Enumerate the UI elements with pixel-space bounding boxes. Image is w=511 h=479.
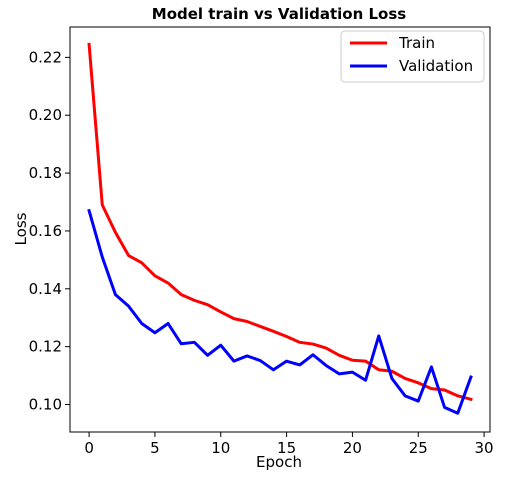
y-tick-label: 0.22 — [29, 48, 62, 66]
y-axis: 0.10 0.12 0.14 0.16 0.18 0.20 0.22 — [29, 48, 70, 413]
x-tick-label: 0 — [84, 439, 94, 457]
y-axis-label: Loss — [12, 212, 30, 245]
x-tick-label: 10 — [211, 439, 230, 457]
x-axis-label: Epoch — [256, 453, 302, 471]
y-tick-label: 0.12 — [29, 338, 62, 356]
x-tick-label: 20 — [343, 439, 362, 457]
x-tick-label: 5 — [150, 439, 160, 457]
y-tick-label: 0.14 — [29, 280, 62, 298]
legend: Train Validation — [341, 31, 484, 82]
x-tick-label: 30 — [475, 439, 494, 457]
y-tick-label: 0.16 — [29, 222, 62, 240]
legend-label-validation: Validation — [399, 57, 473, 75]
legend-label-train: Train — [398, 34, 435, 52]
y-tick-label: 0.18 — [29, 164, 62, 182]
chart-title: Model train vs Validation Loss — [152, 5, 407, 23]
y-tick-label: 0.10 — [29, 396, 62, 414]
y-tick-label: 0.20 — [29, 106, 62, 124]
plot-area — [70, 27, 490, 432]
x-tick-label: 25 — [409, 439, 428, 457]
